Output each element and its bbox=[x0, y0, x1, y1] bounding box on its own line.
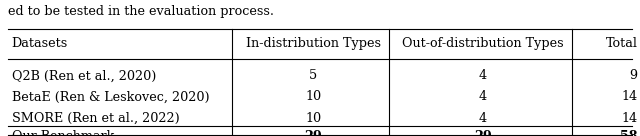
Text: 10: 10 bbox=[305, 112, 321, 125]
Text: BetaE (Ren & Leskovec, 2020): BetaE (Ren & Leskovec, 2020) bbox=[12, 90, 209, 103]
Text: 58: 58 bbox=[620, 130, 637, 136]
Text: SMORE (Ren et al., 2022): SMORE (Ren et al., 2022) bbox=[12, 112, 179, 125]
Text: In-distribution Types: In-distribution Types bbox=[246, 37, 381, 50]
Text: 9: 9 bbox=[629, 69, 637, 82]
Text: 4: 4 bbox=[479, 112, 487, 125]
Text: 29: 29 bbox=[305, 130, 322, 136]
Text: 29: 29 bbox=[474, 130, 492, 136]
Text: Q2B (Ren et al., 2020): Q2B (Ren et al., 2020) bbox=[12, 69, 156, 82]
Text: 4: 4 bbox=[479, 69, 487, 82]
Text: Out-of-distribution Types: Out-of-distribution Types bbox=[402, 37, 564, 50]
Text: Our Benchmark: Our Benchmark bbox=[12, 130, 114, 136]
Text: Total: Total bbox=[605, 37, 637, 50]
Text: 14: 14 bbox=[621, 90, 637, 103]
Text: 4: 4 bbox=[479, 90, 487, 103]
Text: ed to be tested in the evaluation process.: ed to be tested in the evaluation proces… bbox=[8, 5, 274, 18]
Text: 14: 14 bbox=[621, 112, 637, 125]
Text: Datasets: Datasets bbox=[12, 37, 68, 50]
Text: 5: 5 bbox=[309, 69, 317, 82]
Text: 10: 10 bbox=[305, 90, 321, 103]
